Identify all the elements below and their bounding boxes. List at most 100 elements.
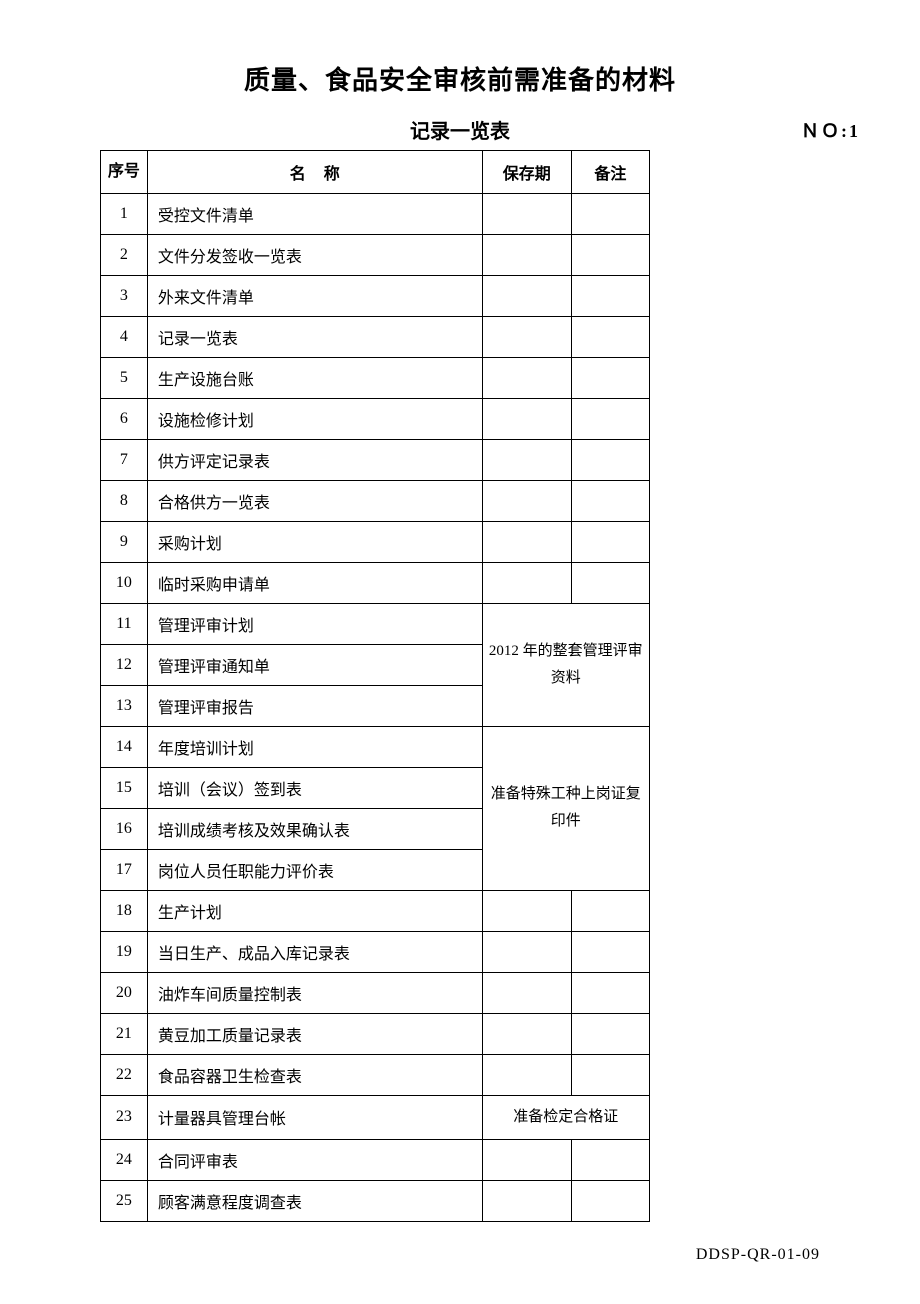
table-row: 2文件分发签收一览表 xyxy=(101,234,650,275)
table-row: 23计量器具管理台帐准备检定合格证 xyxy=(101,1095,650,1139)
cell-name: 顾客满意程度调查表 xyxy=(147,1180,482,1221)
cell-name: 合同评审表 xyxy=(147,1139,482,1180)
header-remark: 备注 xyxy=(571,151,649,194)
header-seq: 序号 xyxy=(101,151,148,194)
cell-remark xyxy=(571,316,649,357)
table-row: 24合同评审表 xyxy=(101,1139,650,1180)
cell-seq: 18 xyxy=(101,890,148,931)
cell-remark xyxy=(571,972,649,1013)
table-body: 1受控文件清单 2文件分发签收一览表 3外来文件清单 4记录一览表 5生产设施台… xyxy=(101,193,650,1221)
cell-seq: 20 xyxy=(101,972,148,1013)
cell-period xyxy=(482,1139,571,1180)
cell-period xyxy=(482,439,571,480)
cell-name: 油炸车间质量控制表 xyxy=(147,972,482,1013)
cell-name: 受控文件清单 xyxy=(147,193,482,234)
cell-period xyxy=(482,357,571,398)
cell-period xyxy=(482,193,571,234)
cell-name: 供方评定记录表 xyxy=(147,439,482,480)
cell-period xyxy=(482,480,571,521)
cell-seq: 22 xyxy=(101,1054,148,1095)
cell-seq: 1 xyxy=(101,193,148,234)
table-row: 22食品容器卫生检查表 xyxy=(101,1054,650,1095)
cell-seq: 24 xyxy=(101,1139,148,1180)
cell-name: 管理评审报告 xyxy=(147,685,482,726)
cell-remark xyxy=(571,1180,649,1221)
cell-name: 食品容器卫生检查表 xyxy=(147,1054,482,1095)
cell-name: 外来文件清单 xyxy=(147,275,482,316)
cell-name: 年度培训计划 xyxy=(147,726,482,767)
cell-name: 培训成绩考核及效果确认表 xyxy=(147,808,482,849)
cell-name: 设施检修计划 xyxy=(147,398,482,439)
cell-remark xyxy=(571,562,649,603)
cell-period xyxy=(482,562,571,603)
cell-merged-remark: 准备特殊工种上岗证复印件 xyxy=(482,726,649,890)
page-no-label: ＮＯ: xyxy=(801,121,849,141)
table-row: 11管理评审计划2012 年的整套管理评审资料 xyxy=(101,603,650,644)
page-no-value: 1 xyxy=(849,121,860,141)
cell-remark xyxy=(571,234,649,275)
cell-seq: 13 xyxy=(101,685,148,726)
cell-seq: 12 xyxy=(101,644,148,685)
cell-remark xyxy=(571,439,649,480)
header-period: 保存期 xyxy=(482,151,571,194)
cell-remark xyxy=(571,1139,649,1180)
cell-seq: 7 xyxy=(101,439,148,480)
cell-name: 临时采购申请单 xyxy=(147,562,482,603)
cell-remark xyxy=(571,357,649,398)
table-row: 14年度培训计划准备特殊工种上岗证复印件 xyxy=(101,726,650,767)
table-row: 3外来文件清单 xyxy=(101,275,650,316)
cell-remark xyxy=(571,275,649,316)
cell-merged-remark: 准备检定合格证 xyxy=(482,1095,649,1139)
cell-remark xyxy=(571,398,649,439)
cell-name: 黄豆加工质量记录表 xyxy=(147,1013,482,1054)
footer-doc-code: DDSP-QR-01-09 xyxy=(100,1246,820,1264)
cell-name: 生产计划 xyxy=(147,890,482,931)
cell-seq: 9 xyxy=(101,521,148,562)
subtitle: 记录一览表 xyxy=(100,115,820,144)
table-row: 25顾客满意程度调查表 xyxy=(101,1180,650,1221)
cell-period xyxy=(482,316,571,357)
cell-remark xyxy=(571,890,649,931)
cell-seq: 3 xyxy=(101,275,148,316)
cell-period xyxy=(482,931,571,972)
table-row: 8合格供方一览表 xyxy=(101,480,650,521)
cell-name: 生产设施台账 xyxy=(147,357,482,398)
table-row: 21黄豆加工质量记录表 xyxy=(101,1013,650,1054)
table-header-row: 序号 名称 保存期 备注 xyxy=(101,151,650,194)
cell-period xyxy=(482,521,571,562)
page-title: 质量、食品安全审核前需准备的材料 xyxy=(100,60,820,97)
cell-period xyxy=(482,275,571,316)
cell-name: 当日生产、成品入库记录表 xyxy=(147,931,482,972)
subtitle-row: 记录一览表 ＮＯ:1 xyxy=(100,115,820,144)
cell-seq: 14 xyxy=(101,726,148,767)
table-row: 18生产计划 xyxy=(101,890,650,931)
cell-name: 管理评审通知单 xyxy=(147,644,482,685)
cell-name: 文件分发签收一览表 xyxy=(147,234,482,275)
cell-seq: 11 xyxy=(101,603,148,644)
records-table: 序号 名称 保存期 备注 1受控文件清单 2文件分发签收一览表 3外来文件清单 … xyxy=(100,150,650,1222)
page-number: ＮＯ:1 xyxy=(801,117,860,143)
cell-seq: 21 xyxy=(101,1013,148,1054)
header-name: 名称 xyxy=(147,151,482,194)
cell-name: 管理评审计划 xyxy=(147,603,482,644)
cell-name: 采购计划 xyxy=(147,521,482,562)
cell-remark xyxy=(571,521,649,562)
table-row: 4记录一览表 xyxy=(101,316,650,357)
cell-remark xyxy=(571,480,649,521)
cell-seq: 19 xyxy=(101,931,148,972)
cell-seq: 4 xyxy=(101,316,148,357)
cell-name: 合格供方一览表 xyxy=(147,480,482,521)
table-row: 5生产设施台账 xyxy=(101,357,650,398)
cell-merged-remark: 2012 年的整套管理评审资料 xyxy=(482,603,649,726)
cell-remark xyxy=(571,1054,649,1095)
cell-period xyxy=(482,1013,571,1054)
cell-seq: 16 xyxy=(101,808,148,849)
table-row: 10临时采购申请单 xyxy=(101,562,650,603)
cell-period xyxy=(482,972,571,1013)
cell-period xyxy=(482,398,571,439)
cell-period xyxy=(482,890,571,931)
cell-seq: 6 xyxy=(101,398,148,439)
cell-seq: 8 xyxy=(101,480,148,521)
table-row: 20油炸车间质量控制表 xyxy=(101,972,650,1013)
cell-seq: 23 xyxy=(101,1095,148,1139)
